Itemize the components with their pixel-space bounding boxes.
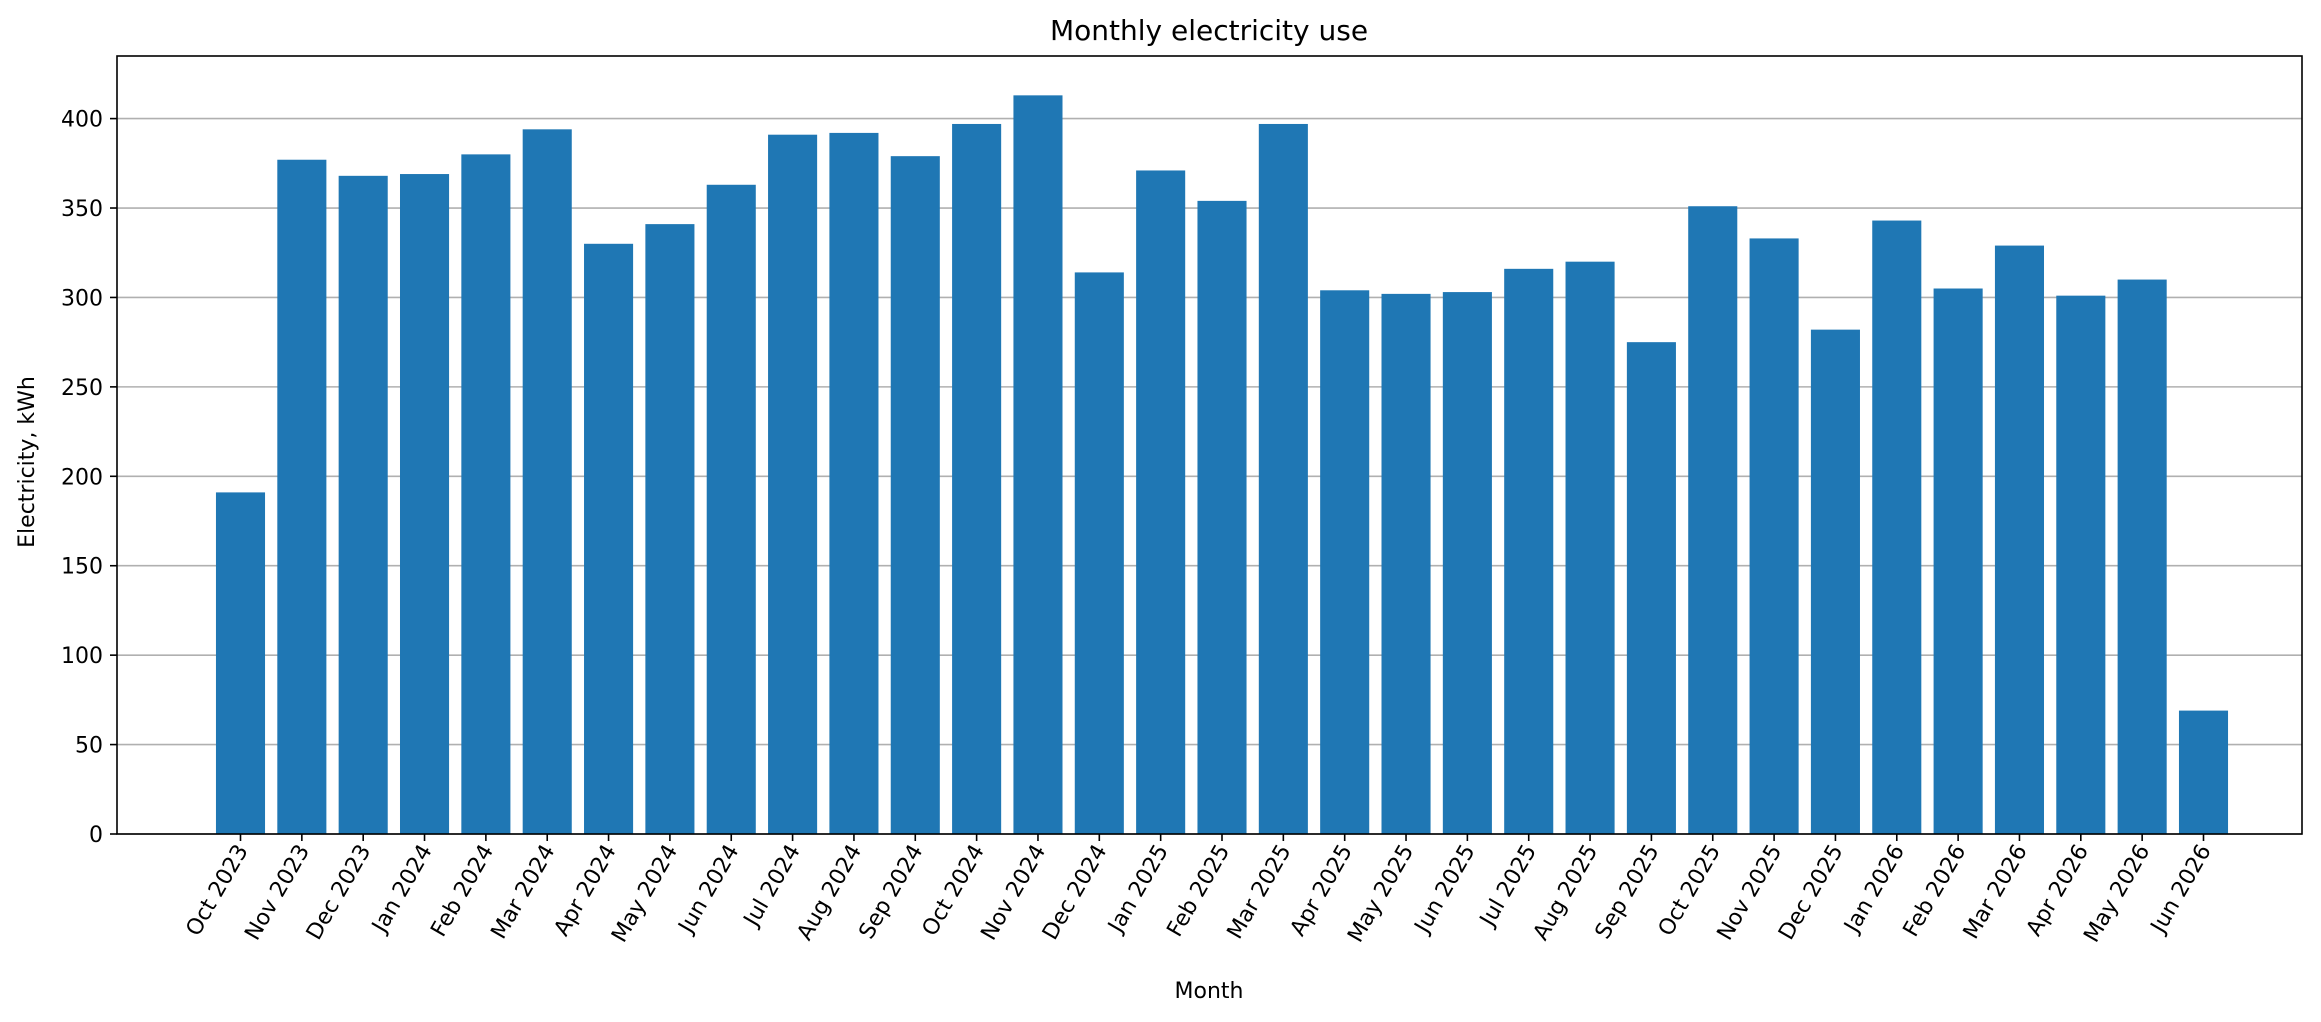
- bar: [706, 184, 756, 835]
- bar: [1565, 261, 1615, 834]
- bar: [1626, 342, 1676, 834]
- bar: [1504, 268, 1554, 835]
- bar: [461, 154, 511, 835]
- bar: [1442, 292, 1492, 834]
- x-tick-label: Apr 2025: [1286, 841, 1358, 941]
- bars: [215, 95, 2229, 835]
- y-tick-label: 400: [61, 108, 103, 133]
- bar: [338, 175, 388, 834]
- plot-frame: [116, 55, 2303, 835]
- y-tick-label: 200: [61, 465, 103, 490]
- bar: [1197, 200, 1247, 835]
- x-tick-label: Jan 2025: [1103, 841, 1174, 939]
- bar: [1381, 293, 1431, 834]
- bar: [1872, 220, 1922, 834]
- bar: [768, 134, 818, 834]
- bar: [1749, 238, 1799, 834]
- x-tick-label: Jul 2025: [1474, 841, 1541, 933]
- bar: [2056, 295, 2106, 834]
- bar: [522, 129, 572, 834]
- bar: [2117, 279, 2167, 834]
- y-tick-label: 350: [61, 197, 103, 222]
- bar: [645, 224, 695, 835]
- x-axis-label: Month: [1175, 979, 1244, 1004]
- y-tick-label: 150: [61, 555, 103, 580]
- x-tick-label: Jun 2026: [2145, 841, 2216, 940]
- bar: [277, 159, 327, 834]
- y-tick-label: 100: [61, 644, 103, 669]
- bar: [1074, 272, 1124, 835]
- y-axis: 0 50 100 150 200 250 300 350 400: [61, 108, 117, 848]
- bar: [1136, 170, 1186, 835]
- bar: [890, 156, 940, 835]
- x-tick-label: Oct 2025: [1654, 841, 1726, 941]
- y-tick-label: 0: [89, 823, 103, 848]
- chart-title: Monthly electricity use: [1050, 14, 1368, 47]
- bar: [829, 132, 879, 834]
- x-tick-label: Oct 2023: [182, 841, 254, 941]
- y-axis-label: Electricity, kWh: [15, 376, 40, 548]
- bar: [215, 492, 266, 834]
- x-tick-label: Jun 2025: [1409, 841, 1480, 940]
- bar: [584, 243, 634, 835]
- bar: [2178, 710, 2229, 834]
- y-tick-label: 50: [75, 734, 103, 759]
- y-tick-label: 300: [61, 286, 103, 311]
- x-tick-label: Oct 2024: [918, 841, 990, 941]
- bar: [1258, 123, 1308, 835]
- x-tick-label: Jan 2024: [367, 841, 438, 939]
- bar: [1688, 206, 1738, 834]
- x-tick-label: Jul 2024: [738, 841, 805, 933]
- x-tick-label: Apr 2026: [2022, 841, 2094, 941]
- x-tick-label: Jun 2024: [673, 841, 744, 940]
- x-tick-label: Jan 2026: [1839, 841, 1910, 939]
- x-tick-label: Apr 2024: [550, 841, 622, 941]
- y-tick-label: 250: [61, 376, 103, 401]
- bar: [1013, 95, 1063, 835]
- bar: [1320, 290, 1370, 834]
- bar: [1994, 245, 2045, 834]
- bar: [399, 174, 450, 834]
- bar: [952, 123, 1002, 835]
- bar: [1933, 288, 1983, 834]
- bar: [1810, 329, 1860, 834]
